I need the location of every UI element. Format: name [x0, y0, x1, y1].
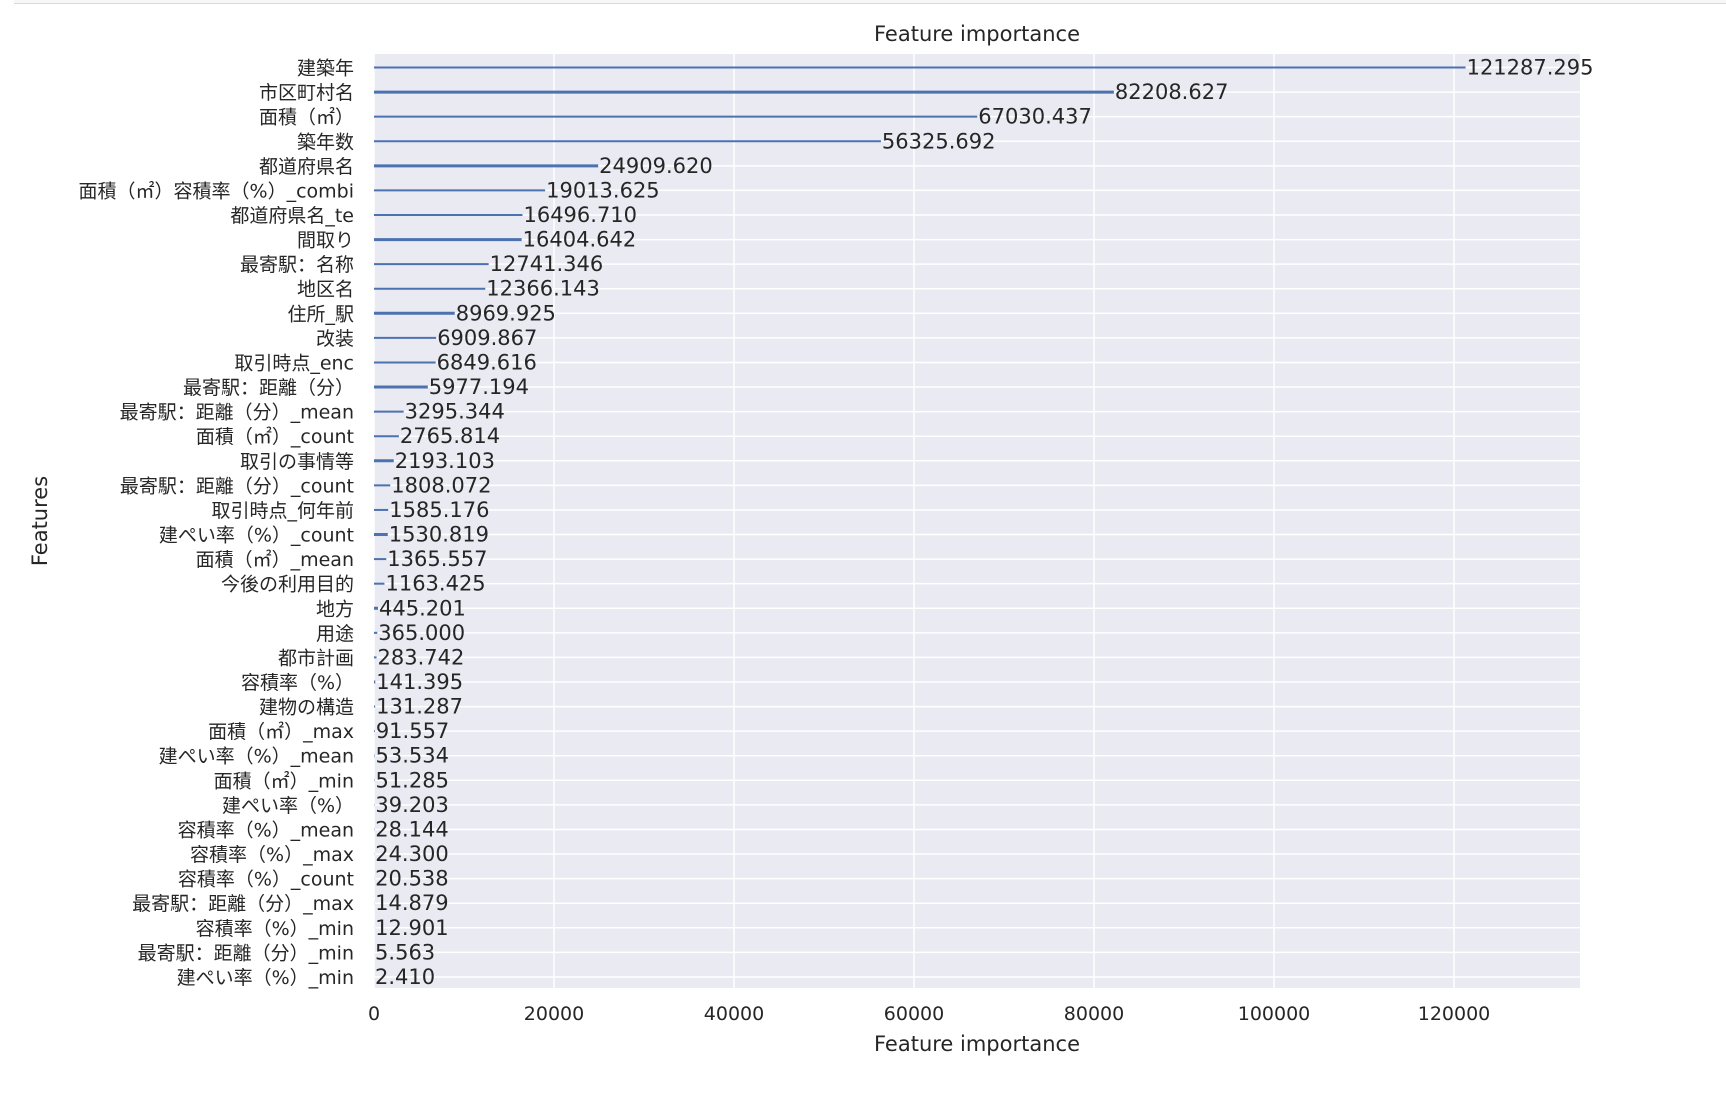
y-tick-label: 都市計画 [278, 647, 354, 669]
y-tick-label: 取引の事情等 [240, 451, 354, 473]
data-label: 3295.344 [405, 400, 505, 424]
data-label: 39.203 [375, 793, 448, 817]
data-label: 28.144 [375, 817, 448, 841]
data-label: 14.879 [375, 891, 448, 915]
y-tick-label: 面積（㎡）_count [196, 425, 354, 448]
y-tick-label: 面積（㎡）_max [208, 720, 354, 743]
y-tick-label: 最寄駅：名称 [240, 254, 354, 276]
y-tick-label: 面積（㎡）_min [214, 769, 354, 792]
x-tick-label: 0 [368, 1003, 380, 1025]
x-axis-title: Feature importance [874, 1032, 1080, 1056]
y-tick-label: 建ぺい率（%）_min [177, 967, 354, 989]
data-label: 445.201 [379, 596, 466, 620]
bars [374, 66, 1466, 979]
y-tick-label: 建築年 [297, 58, 354, 80]
data-label: 51.285 [375, 768, 448, 792]
y-tick-label: 取引時点_何年前 [211, 500, 354, 522]
x-tick-labels: 0 20000 40000 60000 80000 100000 120000 [368, 1003, 1490, 1025]
x-tick-label: 20000 [524, 1003, 584, 1025]
data-label: 283.742 [378, 645, 465, 669]
y-tick-label: 都道府県名_te [230, 205, 354, 227]
data-label: 8969.925 [456, 301, 556, 325]
cell-top-border [14, 0, 1726, 4]
data-label: 24.300 [375, 842, 448, 866]
data-label: 6849.616 [437, 350, 537, 374]
y-tick-label: 建物の構造 [259, 697, 354, 719]
data-label: 24909.620 [599, 154, 713, 178]
y-tick-label: 建ぺい率（%）_count [159, 525, 354, 547]
data-label: 16496.710 [523, 203, 637, 227]
data-label: 121287.295 [1467, 56, 1594, 80]
data-label: 5977.194 [429, 375, 529, 399]
y-tick-label: 容積率（%）_min [196, 918, 354, 940]
y-tick-label: 用途 [316, 623, 354, 645]
data-label: 53.534 [375, 744, 448, 768]
data-label: 56325.692 [882, 129, 996, 153]
y-tick-label: 最寄駅：距離（分）_min [138, 942, 354, 964]
data-label: 1585.176 [389, 498, 489, 522]
y-tick-label: 面積（㎡） [259, 106, 354, 129]
y-tick-label: 今後の利用目的 [221, 574, 354, 596]
data-label: 20.538 [375, 867, 448, 891]
data-label: 5.563 [375, 940, 435, 964]
data-label: 12741.346 [490, 252, 604, 276]
y-tick-label: 最寄駅：距離（分）_max [132, 893, 354, 915]
data-label: 2765.814 [400, 424, 500, 448]
chart-title: Feature importance [874, 22, 1080, 46]
data-label: 365.000 [378, 621, 465, 645]
y-tick-label: 最寄駅：距離（分） [183, 377, 354, 399]
plot-area [374, 54, 1580, 988]
data-label: 2193.103 [395, 449, 495, 473]
data-label: 1365.557 [387, 547, 487, 571]
y-tick-label: 最寄駅：距離（分）_mean [120, 402, 354, 424]
y-tick-label: 容積率（%）_max [190, 844, 354, 866]
y-tick-label: 建ぺい率（%） [222, 795, 354, 817]
next-cell-fragment [26, 1100, 86, 1111]
x-tick-label: 100000 [1238, 1003, 1311, 1025]
x-tick-label: 40000 [704, 1003, 764, 1025]
data-label: 16404.642 [523, 228, 637, 252]
y-tick-label: 容積率（%） [241, 672, 354, 694]
data-label: 12366.143 [486, 277, 600, 301]
data-label: 6909.867 [437, 326, 537, 350]
y-tick-label: 住所_駅 [287, 303, 354, 325]
data-label: 12.901 [375, 916, 448, 940]
y-tick-label: 築年数 [297, 131, 354, 153]
data-label: 19013.625 [546, 178, 660, 202]
y-tick-label: 改装 [316, 328, 354, 350]
y-tick-label: 最寄駅：距離（分）_count [120, 475, 354, 497]
y-tick-label: 地方 [316, 598, 354, 620]
data-label: 141.395 [376, 670, 463, 694]
x-tick-label: 120000 [1418, 1003, 1491, 1025]
data-label: 82208.627 [1115, 80, 1229, 104]
y-tick-label: 面積（㎡）_mean [196, 548, 354, 571]
data-label: 1808.072 [391, 473, 491, 497]
y-tick-label: 面積（㎡）容積率（%）_combi [79, 179, 354, 202]
x-tick-label: 60000 [884, 1003, 944, 1025]
data-label: 1530.819 [389, 523, 489, 547]
data-label: 131.287 [376, 695, 463, 719]
y-tick-label: 間取り [297, 230, 354, 252]
data-label: 91.557 [376, 719, 449, 743]
data-label: 67030.437 [978, 105, 1092, 129]
y-tick-label: 建ぺい率（%）_mean [159, 746, 354, 768]
data-label: 2.410 [375, 965, 435, 989]
data-label: 1163.425 [385, 572, 485, 596]
y-tick-label: 容積率（%）_count [178, 869, 354, 891]
x-tick-label: 80000 [1064, 1003, 1124, 1025]
y-axis-title: Features [28, 476, 52, 566]
y-tick-label: 都道府県名 [259, 156, 354, 178]
y-tick-label: 市区町村名 [259, 82, 354, 104]
y-tick-label: 取引時点_enc [234, 352, 354, 374]
y-tick-label: 容積率（%）_mean [178, 819, 354, 841]
y-tick-label: 地区名 [297, 279, 354, 301]
